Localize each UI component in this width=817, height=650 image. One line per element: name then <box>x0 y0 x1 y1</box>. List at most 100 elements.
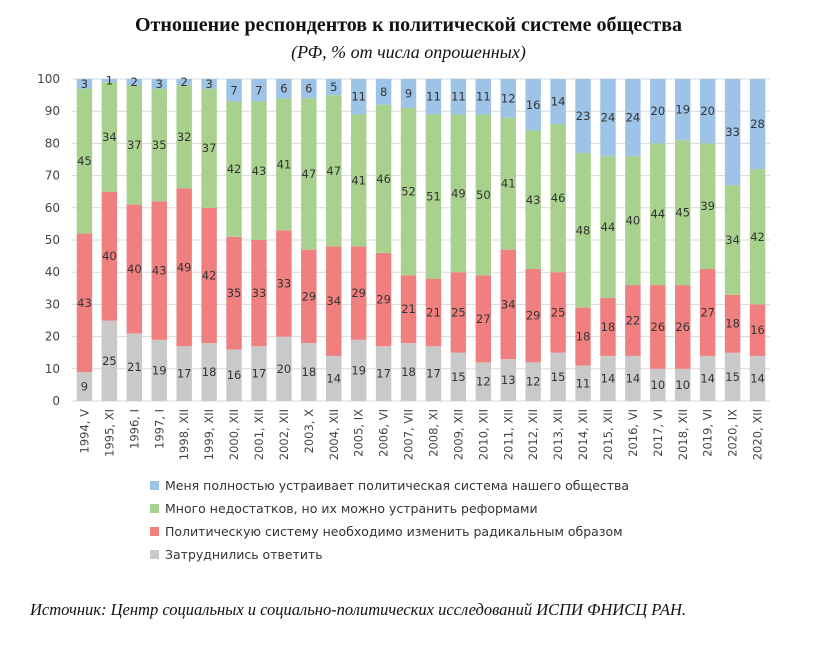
data-label: 26 <box>651 320 666 334</box>
bar-segment <box>350 79 367 115</box>
bar-segment <box>625 355 641 401</box>
bar-segment <box>251 79 267 102</box>
bar-segment <box>176 346 192 401</box>
data-label: 19 <box>152 363 167 377</box>
bar-segment <box>675 140 691 286</box>
bar-segment <box>126 333 143 401</box>
bar-segment <box>550 79 566 125</box>
x-tick-label: 2003, X <box>302 409 316 454</box>
data-label: 18 <box>576 330 591 344</box>
bar-segment <box>425 79 442 115</box>
bar-segment <box>749 304 766 356</box>
x-tick-label: 2011, XII <box>501 409 515 460</box>
data-label: 18 <box>601 320 616 334</box>
data-label: 14 <box>626 371 641 385</box>
x-tick-label: 2015, XII <box>601 409 615 460</box>
data-label: 43 <box>152 264 167 278</box>
bar-segment <box>724 79 741 186</box>
legend-label: Много недостатков, но их можно устранить… <box>165 501 538 516</box>
bar-segment <box>600 355 616 401</box>
bar-segment <box>301 343 317 401</box>
data-label: 42 <box>202 268 217 282</box>
bar-segment <box>201 207 217 344</box>
bar-segment <box>151 88 167 202</box>
data-label: 35 <box>227 286 242 300</box>
data-label: 11 <box>451 90 466 104</box>
data-label: 14 <box>326 371 341 385</box>
bar-segment <box>400 107 417 276</box>
x-tick-label: 2020, XII <box>751 409 765 460</box>
bar-segment <box>550 352 566 401</box>
x-tick-label: 2014, XII <box>576 409 590 460</box>
data-label: 17 <box>376 367 391 381</box>
data-label: 25 <box>551 305 566 319</box>
data-label: 46 <box>551 191 566 205</box>
bar-segment <box>724 294 741 353</box>
legend-label: Меня полностью устраивает политическая с… <box>165 478 629 493</box>
legend-label: Политическую систему необходимо изменить… <box>165 524 623 539</box>
bar-segment <box>276 336 292 401</box>
data-label: 40 <box>626 214 641 228</box>
y-tick-label: 10 <box>45 362 60 376</box>
bar-segment <box>575 307 591 366</box>
bar-segment <box>101 79 118 83</box>
bar-segment <box>625 79 641 157</box>
data-label: 24 <box>601 111 616 125</box>
legend-swatch <box>150 550 159 559</box>
x-tick-label: 2001, XII <box>252 409 266 460</box>
bar-segment <box>450 272 467 353</box>
bar-segment <box>400 275 417 344</box>
bar-segment <box>575 79 591 154</box>
bar-segment <box>101 82 118 192</box>
bar-segment <box>525 130 541 269</box>
data-label: 11 <box>576 376 591 390</box>
data-label: 44 <box>651 207 666 221</box>
x-tick-label: 1995, XI <box>102 409 116 457</box>
y-tick-label: 90 <box>45 104 60 118</box>
y-tick-label: 40 <box>45 265 60 279</box>
data-label: 32 <box>177 130 192 144</box>
data-label: 18 <box>202 365 217 379</box>
y-tick-label: 100 <box>37 72 60 86</box>
data-label: 15 <box>451 370 466 384</box>
bar-segment <box>251 240 267 347</box>
bar-segment <box>375 104 392 253</box>
data-label: 16 <box>227 368 242 382</box>
data-label: 10 <box>675 378 690 392</box>
bar-segment <box>226 101 242 237</box>
bar-segment <box>301 98 317 250</box>
data-label: 17 <box>426 367 441 381</box>
bar-segment <box>375 252 392 347</box>
data-label: 20 <box>651 104 666 118</box>
bar-segment <box>76 88 93 234</box>
data-label: 15 <box>725 370 740 384</box>
bar-segment <box>450 114 467 273</box>
bar-segment <box>176 85 192 189</box>
y-tick-label: 70 <box>45 169 60 183</box>
bar-segment <box>276 230 292 337</box>
bar-segment <box>749 169 766 305</box>
x-tick-label: 2018, XII <box>676 409 690 460</box>
data-label: 16 <box>750 323 765 337</box>
bar-segment <box>650 143 666 286</box>
bar-segment <box>724 185 741 295</box>
data-label: 1 <box>106 74 113 88</box>
data-label: 11 <box>426 90 441 104</box>
bar-segment <box>575 365 591 401</box>
data-label: 9 <box>81 380 88 394</box>
bar-segment <box>550 272 566 353</box>
bar-segment <box>201 343 217 401</box>
bar-segment <box>600 156 616 298</box>
data-label: 43 <box>252 164 267 178</box>
bar-segment <box>375 346 392 401</box>
data-label: 16 <box>526 98 541 112</box>
data-label: 3 <box>205 77 212 91</box>
bar-segment <box>326 246 342 356</box>
data-label: 19 <box>351 363 366 377</box>
data-label: 42 <box>750 230 765 244</box>
x-tick-label: 1998, XII <box>177 409 191 460</box>
data-label: 17 <box>252 367 267 381</box>
bar-segment <box>500 117 516 250</box>
data-label: 35 <box>152 138 167 152</box>
bar-segment <box>475 362 492 401</box>
